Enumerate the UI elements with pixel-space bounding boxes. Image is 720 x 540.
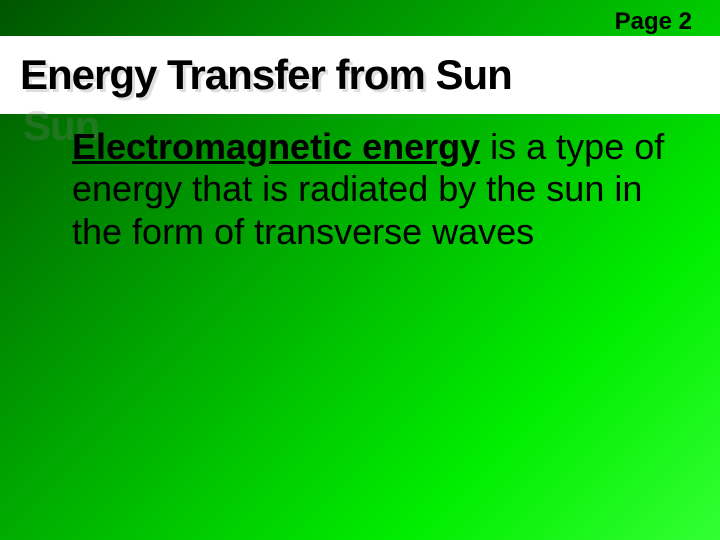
title-wrap: Energy Transfer from Sun Energy Transfer… — [20, 51, 512, 99]
key-term: Electromagnetic energy — [72, 126, 480, 167]
page-number: Page 2 — [615, 8, 692, 36]
slide-title: Energy Transfer from Sun — [20, 51, 512, 98]
title-band: Energy Transfer from Sun Energy Transfer… — [0, 36, 720, 114]
slide: Page 2 Energy Transfer from Sun Energy T… — [0, 0, 720, 540]
body-paragraph: Electromagnetic energy is a type of ener… — [72, 126, 680, 253]
body-block: Electromagnetic energy is a type of ener… — [72, 126, 680, 253]
